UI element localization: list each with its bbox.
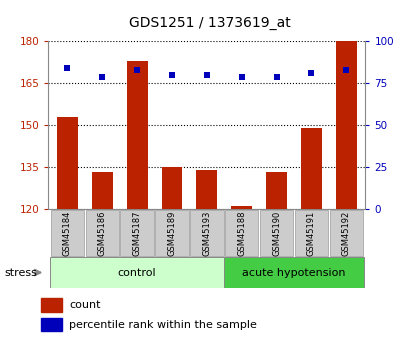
Point [99,74,106,79]
Bar [197,170,217,209]
Text: GSM45190: GSM45190 [272,210,281,256]
FancyBboxPatch shape [260,210,293,256]
Text: acute hypotension: acute hypotension [242,268,346,277]
Bar [57,117,78,209]
Bar [231,206,252,209]
Text: GSM45184: GSM45184 [63,210,72,256]
Point [273,74,280,79]
Point [203,72,210,78]
FancyBboxPatch shape [121,210,154,256]
FancyBboxPatch shape [51,210,84,256]
Text: GSM45186: GSM45186 [98,210,107,256]
FancyBboxPatch shape [224,257,364,288]
FancyBboxPatch shape [190,210,223,256]
Bar [42,318,62,332]
Bar [162,167,182,209]
Point [169,72,176,78]
Text: percentile rank within the sample: percentile rank within the sample [69,320,257,330]
Point [64,66,71,71]
Point [308,70,315,76]
Bar [266,172,287,209]
FancyBboxPatch shape [86,210,119,256]
Text: GSM45191: GSM45191 [307,210,316,256]
FancyBboxPatch shape [225,210,258,256]
Bar [301,128,322,209]
Text: GSM45189: GSM45189 [168,210,176,256]
FancyBboxPatch shape [50,257,224,288]
Point [134,67,141,72]
Bar [127,61,147,209]
Bar [42,298,62,312]
FancyBboxPatch shape [155,210,189,256]
Text: stress: stress [4,268,37,277]
Text: GDS1251 / 1373619_at: GDS1251 / 1373619_at [129,16,291,30]
Text: GSM45192: GSM45192 [342,210,351,256]
Bar [336,33,357,209]
Text: GSM45188: GSM45188 [237,210,246,256]
Point [238,74,245,79]
Text: count: count [69,300,101,310]
Point [343,67,349,72]
Text: GSM45193: GSM45193 [202,210,211,256]
Text: control: control [118,268,157,277]
Bar [92,172,113,209]
Text: GSM45187: GSM45187 [133,210,142,256]
FancyBboxPatch shape [330,210,363,256]
FancyBboxPatch shape [295,210,328,256]
